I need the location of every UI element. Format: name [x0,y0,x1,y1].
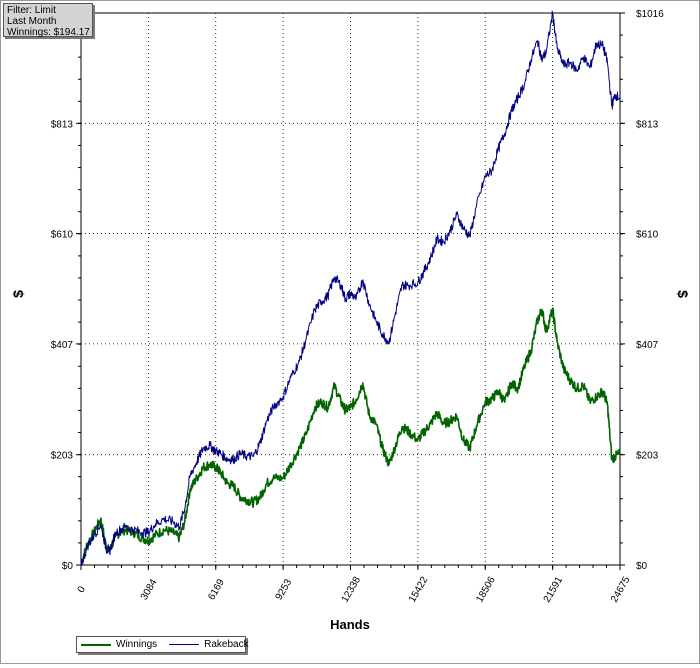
y-tick-label-right: $0 [636,561,648,572]
x-tick-label: 3084 [139,577,160,602]
y-axis-label-right: $ [675,290,691,298]
x-tick-label: 6169 [206,577,227,602]
period-line: Last Month [7,16,57,27]
x-tick-label: 24675 [609,575,633,605]
grid-lines [81,13,620,565]
series-line-winnings [80,307,621,566]
legend-item-rakeback: Rakeback [169,639,249,650]
series-line-rakeback [80,10,621,566]
series-layer [80,10,621,566]
y-tick-label-right: $610 [636,230,659,241]
legend-label-winnings: Winnings [116,639,158,650]
legend-swatch-winnings [81,643,111,646]
x-axis-label: Hands [330,617,370,632]
y-tick-label-left: $813 [51,119,74,130]
y-tick-label-left: $203 [51,451,74,462]
legend-swatch-rakeback [169,644,200,645]
y-tick-label-right: $203 [636,451,659,462]
y-tick-label-right: $1016 [636,9,664,20]
y-tick-label-right: $407 [636,340,659,351]
legend-label-rakeback: Rakeback [204,639,249,650]
y-tick-label-left: $407 [51,340,74,351]
y-axis-label-left: $ [10,290,26,298]
x-tick-label: 9253 [274,577,295,602]
x-tick-label: 18506 [474,575,498,605]
x-tick-label: 21591 [542,575,566,605]
y-tick-label-left: $610 [51,230,74,241]
y-tick-label-right: $813 [636,119,659,130]
y-tick-label-left: $0 [62,561,74,572]
x-tick-label: 12338 [340,575,364,605]
x-axis: 0 3084 6169 9253 12338 15422 18506 21591 24675 [76,565,633,605]
y-axis-right: $0 $203 $407 $610 $813 $1016 [620,9,664,572]
filter-line: Filter: Limit [7,5,56,16]
x-tick-label: 0 [76,584,89,595]
winnings-line: Winnings: $194.17 [7,27,90,38]
x-tick-label: 15422 [407,575,431,605]
y-axis-left: $0$203$407$610$813$1016 [45,9,81,572]
filter-info-box: Filter: Limit Last Month Winnings: $194.… [3,3,93,38]
legend-item-winnings: Winnings [81,639,157,650]
legend: Winnings Rakeback [76,636,249,653]
